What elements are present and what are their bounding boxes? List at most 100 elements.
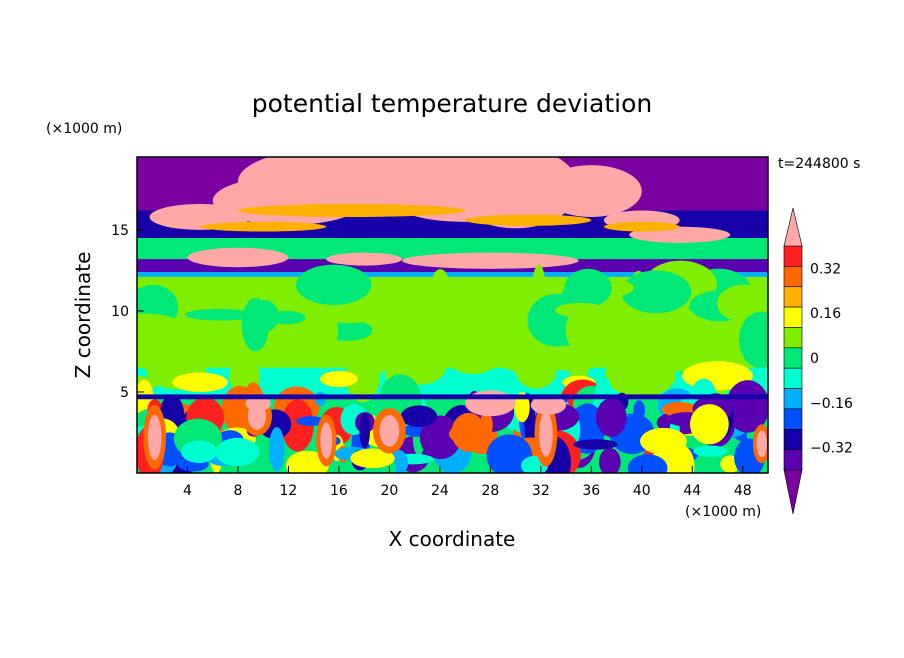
x-tick-label: 24 (431, 483, 449, 499)
contour-cell (564, 268, 612, 308)
contour-cell (451, 412, 486, 452)
contour-cell (514, 392, 530, 423)
x-tick-label: 36 (582, 483, 600, 499)
contour-cell (172, 372, 228, 392)
contour-cell (605, 349, 677, 398)
x-tick-label: 44 (683, 483, 701, 499)
colorbar-box (783, 388, 803, 410)
x-tick-label: 8 (233, 483, 242, 499)
x-unit-label: (×1000 m) (685, 504, 761, 520)
colorbar-tick-label: −0.16 (810, 396, 853, 412)
contour-cell (185, 308, 254, 321)
colorbar-box (783, 245, 803, 267)
colorbar: 0.32 0.16 0 −0.16 −0.32 (783, 207, 853, 515)
contour-cell (530, 395, 567, 415)
x-tick-label: 16 (330, 483, 348, 499)
contour-cell (540, 165, 642, 217)
colorbar-box (783, 408, 803, 430)
colorbar-max-arrow (783, 207, 803, 247)
contour-cell (187, 247, 289, 268)
chart-title: potential temperature deviation (252, 89, 652, 118)
contour-cell (619, 316, 680, 333)
contour-band (137, 238, 768, 260)
contour-cell (539, 411, 553, 457)
contour-cell (345, 349, 380, 403)
contour-cell (316, 307, 385, 323)
contour-cell (181, 440, 218, 463)
contour-cell (710, 322, 732, 343)
contour-cell (726, 380, 768, 433)
contour-cell (627, 454, 668, 473)
time-label: t=244800 s (778, 156, 860, 172)
contour-cell (296, 416, 326, 426)
plot-area (136, 156, 769, 474)
contour-cell (200, 221, 327, 232)
x-tick-label: 4 (183, 483, 192, 499)
colorbar-tick-label: −0.32 (810, 441, 853, 457)
x-tick-label: 12 (280, 483, 298, 499)
contour-cell (371, 315, 416, 353)
contour-cell (499, 350, 549, 373)
contour-cell (465, 214, 592, 226)
contour-band (137, 272, 768, 277)
contour-cell (241, 297, 269, 352)
y-unit-label: (×1000 m) (46, 121, 122, 137)
contour-cell (573, 439, 618, 450)
contour-cell (603, 221, 680, 232)
colorbar-box (783, 449, 803, 471)
x-tick-label: 20 (380, 483, 398, 499)
contour-cell (296, 264, 372, 306)
x-axis-label: X coordinate (389, 527, 516, 551)
y-tick-label: 15 (111, 223, 129, 239)
x-ticks: 4 8 12 16 20 24 28 32 36 40 44 48 (183, 466, 752, 499)
inversion-band (137, 394, 768, 400)
colorbar-box (783, 327, 803, 349)
colorbar-box (783, 266, 803, 288)
colorbar-tick-label: 0.16 (810, 306, 841, 322)
colorbar-tick-label: 0 (810, 351, 819, 367)
contour-cell (621, 270, 692, 314)
y-tick-label: 5 (120, 385, 129, 401)
contour-cell (320, 422, 333, 459)
contour-cell (756, 430, 767, 458)
contour-cell (555, 302, 606, 318)
contour-cell (400, 405, 438, 428)
contour-cell (368, 281, 417, 309)
colorbar-tick-label: 0.32 (810, 261, 841, 277)
y-axis-label: Z coordinate (71, 252, 95, 379)
y-ticks: 5 10 15 (111, 223, 144, 401)
colorbar-box (783, 428, 803, 450)
x-tick-label: 48 (734, 483, 752, 499)
contour-cell (402, 252, 579, 269)
contour-cell (319, 370, 358, 388)
colorbar-box (783, 347, 803, 369)
colorbar-min-arrow (783, 469, 803, 515)
contour-cell (431, 269, 449, 299)
contour-cell (439, 284, 475, 331)
y-tick-label: 10 (111, 304, 129, 320)
contour-cell (465, 390, 516, 417)
contour-cell (595, 398, 627, 437)
colorbar-box (783, 306, 803, 328)
contour-cell (379, 414, 400, 447)
contour-cell (359, 413, 371, 449)
colorbar-box (783, 286, 803, 308)
plot-frame (136, 156, 769, 474)
colorbar-box (783, 367, 803, 389)
contour-cell (147, 414, 162, 461)
contour-cell (237, 203, 466, 217)
contour-cell (350, 448, 395, 469)
contour-cell (689, 404, 729, 445)
contour-cell (285, 450, 330, 473)
contour-cell (486, 434, 533, 473)
contour-cell (326, 252, 403, 266)
contour-cell (215, 437, 260, 467)
contour-cell (419, 415, 462, 460)
contour-cell (137, 313, 180, 333)
contour-cell (598, 447, 621, 473)
contour-cell (268, 427, 285, 472)
x-tick-label: 28 (481, 483, 499, 499)
contour-field (137, 157, 768, 473)
x-tick-label: 32 (532, 483, 550, 499)
